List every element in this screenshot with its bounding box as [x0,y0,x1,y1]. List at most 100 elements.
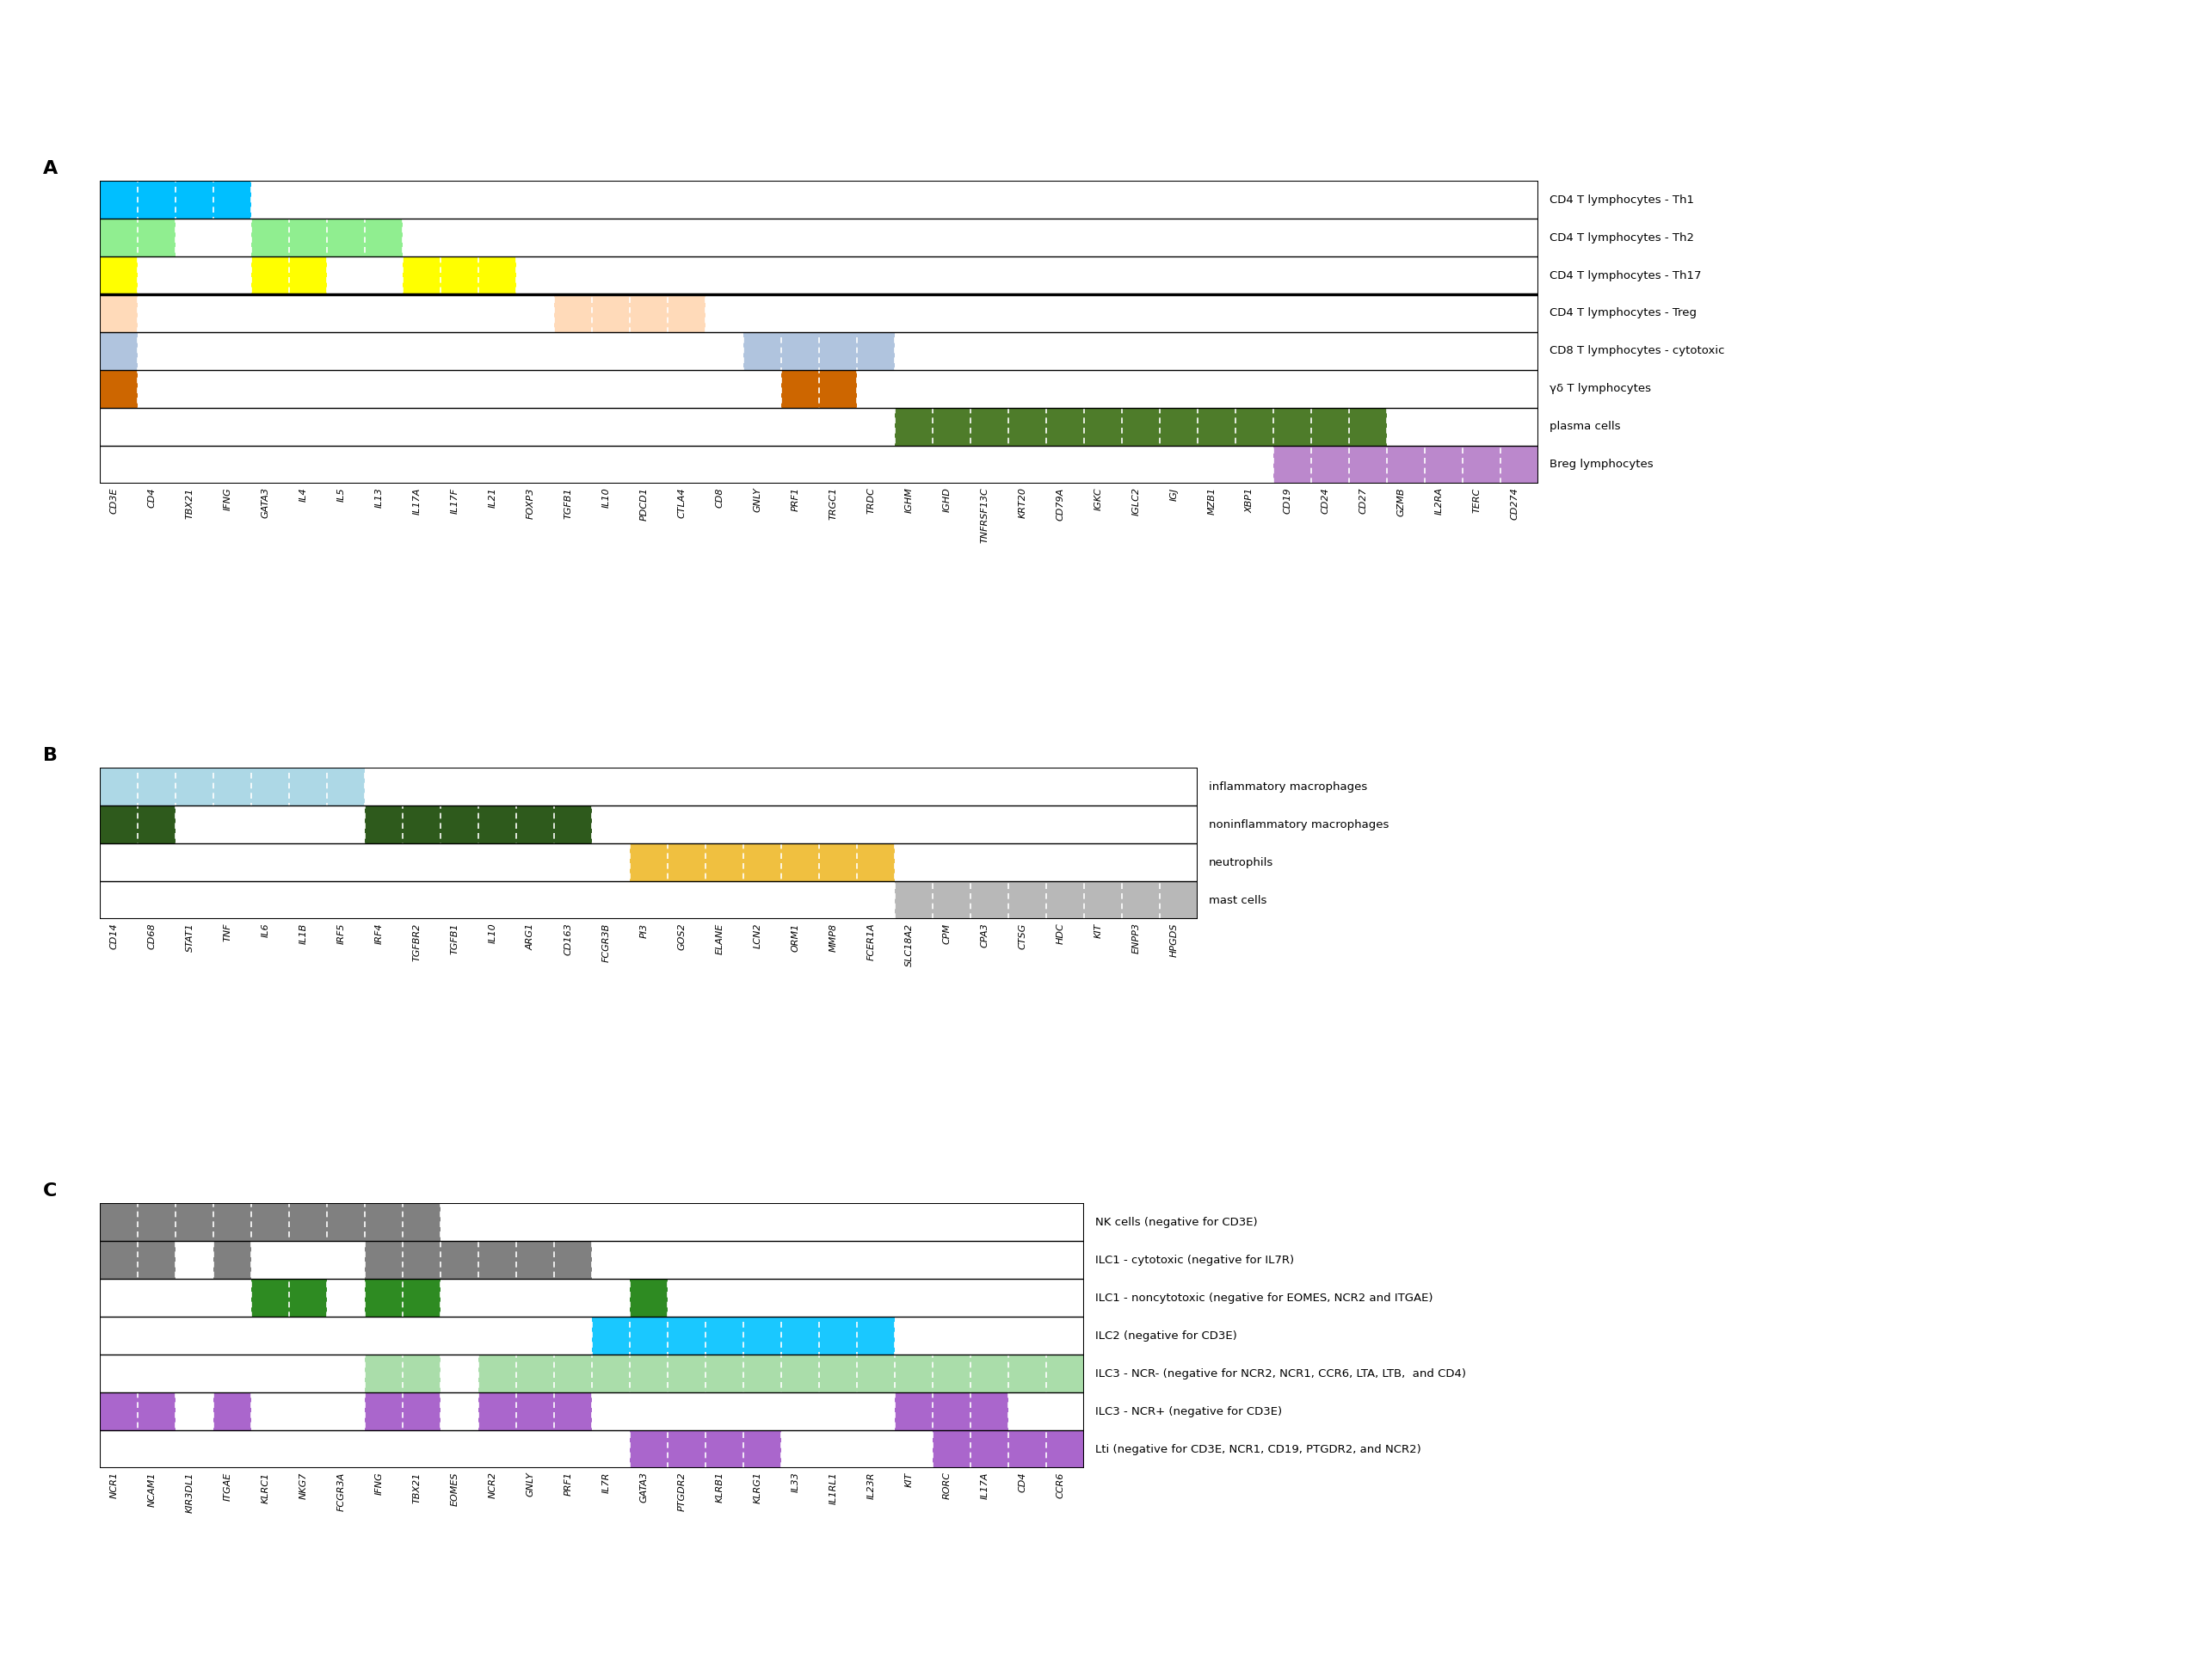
Text: PRF1: PRF1 [792,488,801,511]
Bar [137,1393,175,1431]
Bar [668,1355,706,1393]
Bar [553,1355,591,1393]
Bar [290,256,327,294]
Bar [971,1431,1009,1469]
Text: NCR2: NCR2 [489,1472,498,1499]
Bar [1159,882,1197,920]
Text: GATA3: GATA3 [261,488,270,518]
Bar [933,1393,971,1431]
Text: CD4: CD4 [148,488,157,508]
Bar [1274,447,1312,483]
Bar [100,218,137,256]
Bar [856,1317,894,1355]
Text: SLC18A2: SLC18A2 [905,923,914,966]
Bar [1009,409,1046,447]
Text: FCER1A: FCER1A [867,923,876,961]
Text: CTLA4: CTLA4 [677,488,686,518]
Bar [100,256,137,294]
Bar [365,1240,403,1279]
Text: NCAM1: NCAM1 [148,1472,157,1507]
Text: TERC: TERC [1473,488,1482,513]
Text: ILC1 - cytotoxic (negative for IL7R): ILC1 - cytotoxic (negative for IL7R) [1095,1254,1294,1265]
Bar [137,218,175,256]
Bar [290,1202,327,1240]
Bar [175,180,212,218]
Text: FOXP3: FOXP3 [526,488,535,519]
Bar [1009,1431,1046,1469]
Text: GNLY: GNLY [754,488,761,513]
Bar [818,1355,856,1393]
Bar [478,1355,515,1393]
Text: ILC1 - noncytotoxic (negative for EOMES, NCR2 and ITGAE): ILC1 - noncytotoxic (negative for EOMES,… [1095,1292,1433,1303]
Bar [100,332,137,370]
Bar [1046,882,1084,920]
Bar [1312,409,1349,447]
Text: ITGAE: ITGAE [223,1472,232,1500]
Bar [327,218,365,256]
Text: KIR3DL1: KIR3DL1 [186,1472,195,1513]
Text: KLRG1: KLRG1 [754,1472,761,1503]
Bar [933,1431,971,1469]
Bar [290,767,327,805]
Bar [818,844,856,882]
Bar [781,370,818,409]
Text: CTSG: CTSG [1018,923,1026,949]
Text: neutrophils: neutrophils [1208,857,1274,868]
Bar [440,256,478,294]
Bar [933,1355,971,1393]
Text: PDCD1: PDCD1 [639,488,648,521]
Bar [175,1202,212,1240]
Text: MMP8: MMP8 [830,923,838,951]
Bar [818,332,856,370]
Bar [440,805,478,844]
Text: KLRC1: KLRC1 [261,1472,270,1503]
Text: CD68: CD68 [148,923,157,949]
Text: CD24: CD24 [1321,488,1329,514]
Bar [403,1202,440,1240]
Text: mast cells: mast cells [1208,895,1267,906]
Bar [933,409,971,447]
Bar [1046,409,1084,447]
Bar [781,844,818,882]
Text: Breg lymphocytes: Breg lymphocytes [1548,460,1652,470]
Bar [818,370,856,409]
Bar [971,882,1009,920]
Text: TGFBR2: TGFBR2 [414,923,420,961]
Text: noninflammatory macrophages: noninflammatory macrophages [1208,819,1389,830]
Text: NCR1: NCR1 [111,1472,119,1499]
Bar [706,1355,743,1393]
Text: KIT: KIT [1095,923,1104,938]
Text: CD163: CD163 [564,923,573,956]
Text: IL5: IL5 [336,488,345,501]
Text: CD4 T lymphocytes - Th17: CD4 T lymphocytes - Th17 [1548,270,1701,281]
Bar [1009,882,1046,920]
Bar [100,1202,137,1240]
Bar [250,767,290,805]
Bar [1387,447,1425,483]
Bar [668,294,706,332]
Bar [100,180,137,218]
Text: GOS2: GOS2 [677,923,686,949]
Bar [250,256,290,294]
Text: TRGC1: TRGC1 [830,488,838,519]
Bar [706,844,743,882]
Text: IL33: IL33 [792,1472,801,1492]
Bar [403,1393,440,1431]
Text: IL17F: IL17F [451,488,460,513]
Bar [137,180,175,218]
Text: CD274: CD274 [1511,488,1520,519]
Text: IL1B: IL1B [299,923,307,944]
Bar [365,1355,403,1393]
Bar [1274,409,1312,447]
Bar [137,767,175,805]
Bar [1046,1431,1084,1469]
Text: TRDC: TRDC [867,488,876,514]
Text: ILC3 - NCR+ (negative for CD3E): ILC3 - NCR+ (negative for CD3E) [1095,1406,1283,1417]
Bar [327,767,365,805]
Bar [403,1279,440,1317]
Bar [290,218,327,256]
Bar [971,1393,1009,1431]
Bar [478,1393,515,1431]
Bar [668,844,706,882]
Text: CD8 T lymphocytes - cytotoxic: CD8 T lymphocytes - cytotoxic [1548,346,1725,357]
